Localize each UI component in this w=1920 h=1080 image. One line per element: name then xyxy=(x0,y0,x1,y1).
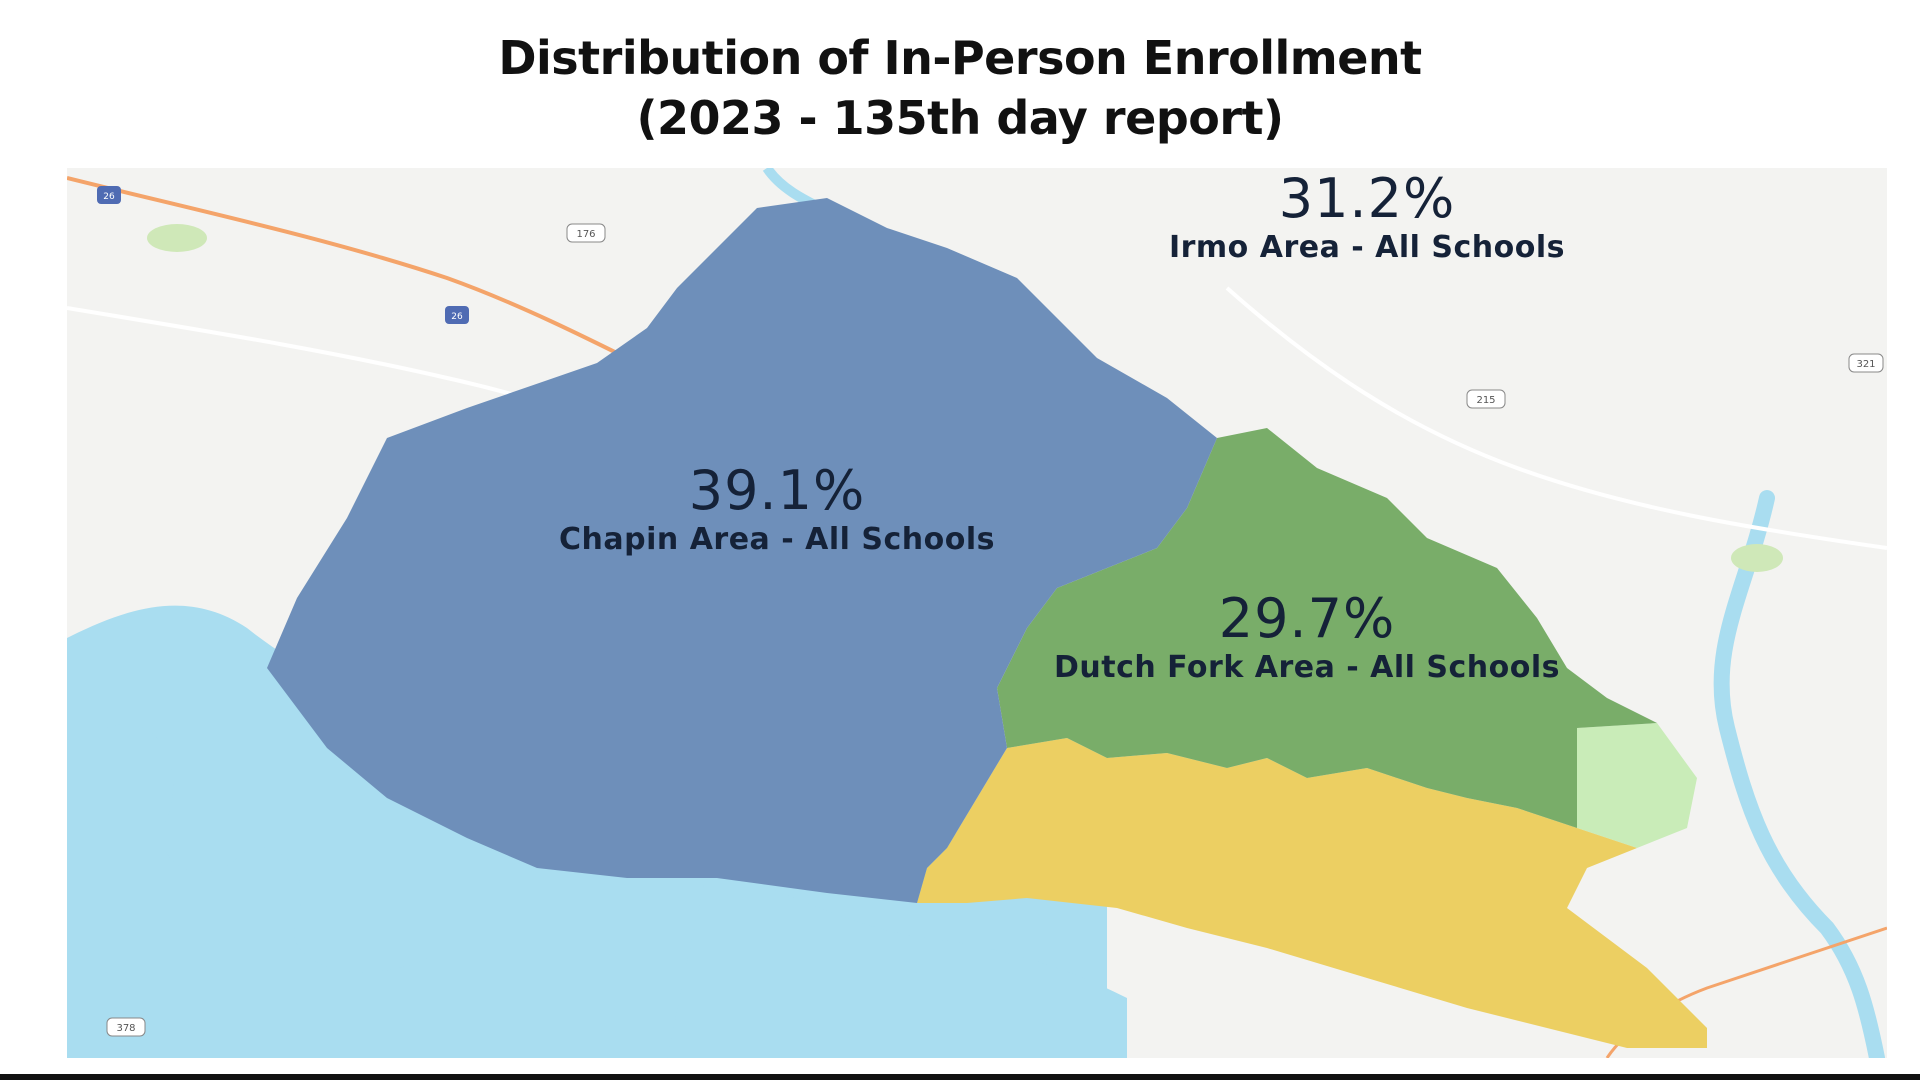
title-line-1: Distribution of In-Person Enrollment xyxy=(498,31,1422,85)
region-unassigned xyxy=(1577,723,1697,848)
lake-water-south xyxy=(667,868,1127,1058)
shield-icon: 378 xyxy=(106,1017,146,1037)
irmo-percent: 31.2% xyxy=(1278,168,1456,230)
shield-label: 26 xyxy=(103,192,115,202)
shield-icon: 26 xyxy=(445,306,469,324)
lake-water-inlet xyxy=(67,724,427,1058)
region-irmo-shape xyxy=(917,738,1707,1048)
chapin-name: Chapin Area - All Schools xyxy=(559,522,995,557)
park-patch xyxy=(147,224,207,252)
shield-icon: 176 xyxy=(566,223,606,243)
map-canvas[interactable]: 26 176 26 215 321 378 39.1% Chapin Area … xyxy=(67,168,1887,1058)
dutch-fork-percent: 29.7% xyxy=(1218,587,1396,650)
shield-icon: 215 xyxy=(1466,389,1506,409)
shield-icon: 321 xyxy=(1848,353,1884,373)
region-label-chapin: 39.1% Chapin Area - All Schools xyxy=(527,460,1027,558)
region-chapin-shape xyxy=(267,198,1217,903)
title-line-2: (2023 - 135th day report) xyxy=(636,91,1284,145)
shield-label: 378 xyxy=(116,1023,135,1034)
region-dutch-fork-shape xyxy=(997,428,1657,828)
region-label-irmo: 31.2% Irmo Area - All Schools xyxy=(1117,168,1617,266)
region-label-dutch-fork: 29.7% Dutch Fork Area - All Schools xyxy=(1037,588,1577,686)
shield-label: 215 xyxy=(1476,395,1495,406)
map-svg: 26 176 26 215 321 378 xyxy=(67,168,1887,1058)
shield-label: 176 xyxy=(576,229,595,240)
map-title: Distribution of In-Person Enrollment (20… xyxy=(0,28,1920,148)
bottom-border xyxy=(0,1074,1920,1080)
road-minor-2 xyxy=(1225,286,1887,550)
dutch-fork-name: Dutch Fork Area - All Schools xyxy=(1053,650,1561,685)
park-patch xyxy=(1731,544,1783,572)
irmo-name: Irmo Area - All Schools xyxy=(1168,230,1566,265)
river xyxy=(1713,490,1885,1058)
chapin-percent: 39.1% xyxy=(688,459,866,522)
shield-icon: 26 xyxy=(97,186,121,204)
shield-label: 26 xyxy=(451,312,463,322)
shield-label: 321 xyxy=(1856,359,1875,370)
